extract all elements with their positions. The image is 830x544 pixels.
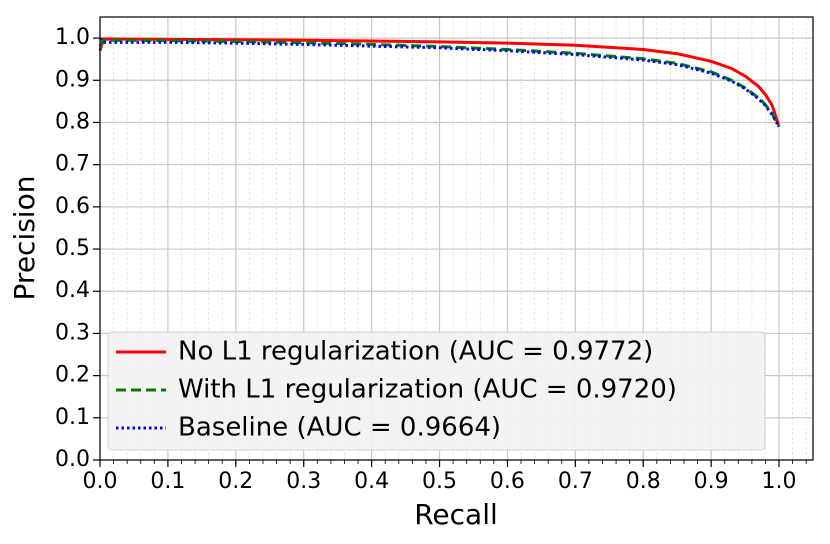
y-axis-label: Precision	[8, 176, 41, 301]
y-tick-label: 0.6	[55, 194, 90, 219]
series-line	[98, 37, 781, 128]
y-tick-label: 0.1	[55, 405, 90, 430]
x-tick-label: 0.8	[626, 469, 661, 494]
x-tick-label: 0.0	[83, 469, 118, 494]
y-tick-label: 0.5	[55, 236, 90, 261]
y-tick-label: 0.9	[55, 67, 90, 92]
legend-label: With L1 regularization (AUC = 0.9720)	[178, 375, 677, 405]
x-tick-label: 0.6	[490, 469, 525, 494]
series-line	[98, 37, 781, 128]
y-tick-label: 0.3	[55, 320, 90, 345]
legend-label: Baseline (AUC = 0.9664)	[178, 413, 501, 443]
plot-lines	[98, 37, 781, 128]
x-tick-label: 0.5	[422, 469, 457, 494]
x-tick-label: 0.1	[150, 469, 185, 494]
x-tick-label: 0.9	[694, 469, 729, 494]
x-axis-label: Recall	[414, 498, 498, 531]
x-tick-label: 0.7	[558, 469, 593, 494]
y-tick-label: 1.0	[55, 25, 90, 50]
x-tick-label: 1.0	[762, 469, 797, 494]
legend-label: No L1 regularization (AUC = 0.9772)	[178, 337, 653, 367]
y-tick-label: 0.0	[55, 447, 90, 472]
plot-frame	[99, 16, 814, 461]
y-tick-label: 0.4	[55, 278, 90, 303]
x-tick-label: 0.3	[286, 469, 321, 494]
legend-box	[107, 331, 766, 451]
y-tick-label: 0.2	[55, 363, 90, 388]
y-tick-label: 0.8	[55, 109, 90, 134]
x-tick-label: 0.4	[354, 469, 389, 494]
x-tick-label: 0.2	[218, 469, 253, 494]
y-tick-label: 0.7	[55, 152, 90, 177]
